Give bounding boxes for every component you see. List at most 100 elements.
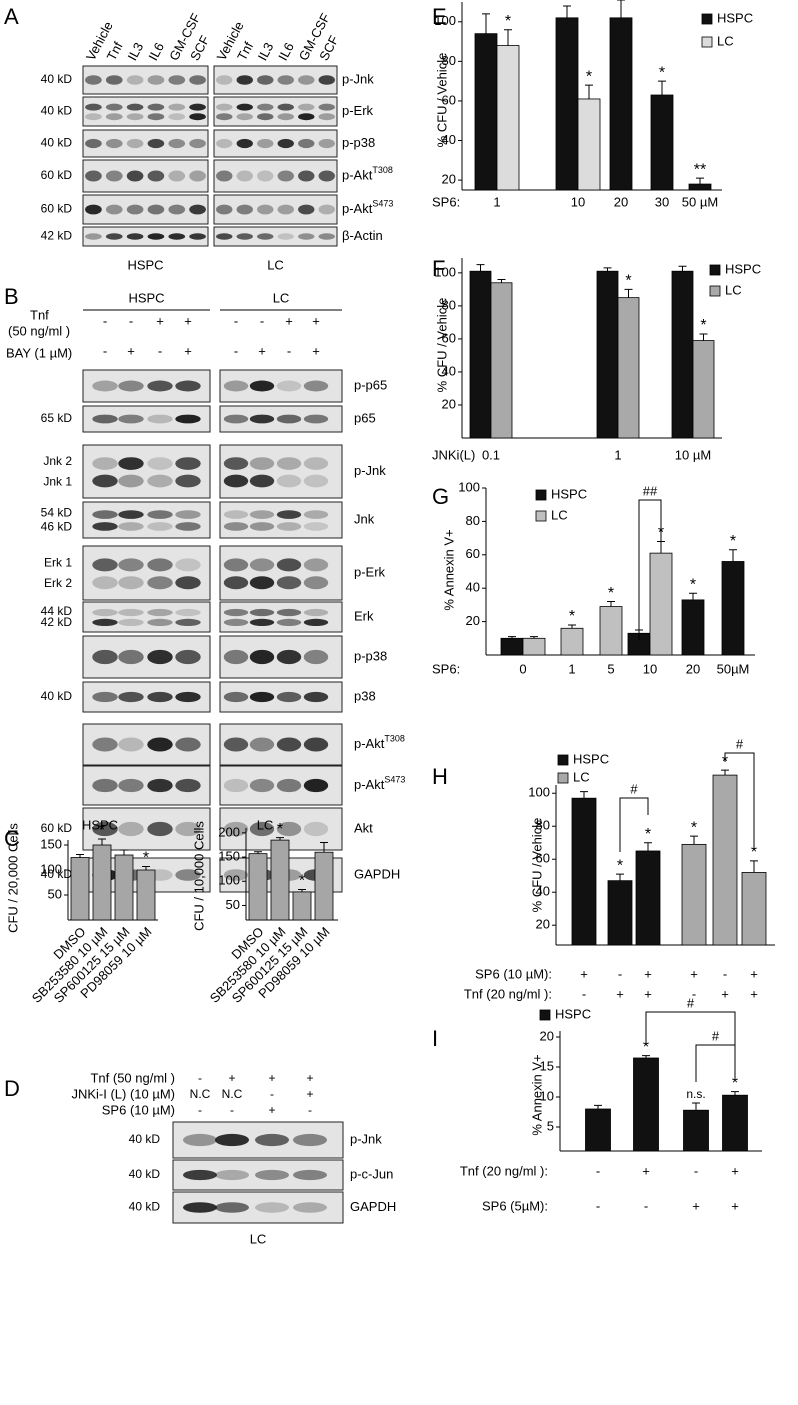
condition-mark: - xyxy=(692,986,696,1001)
significance-label: * xyxy=(143,850,149,867)
blot-band xyxy=(118,608,144,617)
condition-label: BAY (1 µM) xyxy=(6,345,72,360)
blot-band xyxy=(147,233,165,240)
y-tick-label: 50 xyxy=(226,897,240,912)
blot-band xyxy=(303,778,329,793)
blot-band xyxy=(276,522,302,531)
blot-band xyxy=(293,1133,327,1147)
blot-band xyxy=(175,414,201,424)
blot-band xyxy=(175,522,201,531)
blot-band xyxy=(126,170,144,182)
error-bar xyxy=(594,1104,602,1109)
legend-label: HSPC xyxy=(555,1006,591,1021)
blot-strip xyxy=(213,96,338,127)
blot-strip xyxy=(82,545,211,601)
legend-swatch xyxy=(535,510,547,522)
blot-band xyxy=(236,233,253,240)
lane-label: Tnf xyxy=(104,39,126,63)
y-tick-label: 40 xyxy=(536,884,550,899)
blot-band xyxy=(126,113,144,121)
blot-band xyxy=(276,474,302,488)
band-label: Jnk 1 xyxy=(43,474,72,488)
blot-band xyxy=(223,608,249,617)
condition-mark: + xyxy=(285,313,293,328)
bar xyxy=(114,854,134,921)
blot-band xyxy=(276,737,302,752)
molecular-weight: 40 kD xyxy=(41,136,73,150)
blot-band xyxy=(168,138,186,149)
bar xyxy=(722,1094,748,1152)
significance-label: * xyxy=(608,585,614,602)
comparison-bracket xyxy=(695,1044,736,1082)
y-axis-label: % Annexin V+ xyxy=(441,529,456,610)
condition-mark: - xyxy=(582,986,586,1001)
blot-band xyxy=(85,170,102,182)
error-bar xyxy=(644,842,652,851)
blot-band xyxy=(118,457,144,470)
protein-name: p-AktS473 xyxy=(342,199,393,216)
error-bar xyxy=(482,13,490,34)
condition-mark: - xyxy=(694,1163,698,1178)
blot-band xyxy=(92,649,118,665)
condition-mark: - xyxy=(198,1103,202,1117)
bar xyxy=(70,857,90,921)
blot-band xyxy=(92,522,118,531)
blot-band xyxy=(92,691,118,703)
blot-band xyxy=(147,510,173,519)
superscript: T308 xyxy=(384,734,405,744)
blot-band xyxy=(223,522,249,531)
y-tick-label: 80 xyxy=(442,53,456,68)
blot-band xyxy=(249,510,275,519)
blot-band xyxy=(118,414,144,424)
x-tick-label: 10 xyxy=(643,661,657,676)
significance-label: * xyxy=(730,533,736,550)
blot-band xyxy=(85,75,102,85)
bar xyxy=(500,637,524,656)
error-bar xyxy=(689,592,697,600)
condition-mark: - xyxy=(596,1198,600,1213)
significance-label: * xyxy=(569,608,575,625)
blot-band xyxy=(249,576,275,590)
error-bar xyxy=(585,84,593,99)
blot-band xyxy=(276,649,302,665)
y-tick-label: 100 xyxy=(218,873,240,888)
cell-label: HSPC xyxy=(128,290,164,305)
comparison-bracket xyxy=(645,1011,736,1053)
legend-label: LC xyxy=(551,507,568,522)
blot-band xyxy=(223,474,249,488)
blot-band xyxy=(92,380,118,392)
molecular-weight: 40 kD xyxy=(129,1200,161,1214)
blot-band xyxy=(147,576,173,590)
condition-mark: - xyxy=(230,1103,234,1117)
blot-band xyxy=(175,510,201,519)
condition-mark: + xyxy=(312,343,320,358)
bar xyxy=(314,851,334,921)
blot-band xyxy=(298,113,315,121)
y-tick-label: 40 xyxy=(466,580,480,595)
condition-label: Tnf xyxy=(30,307,49,322)
error-bar xyxy=(617,0,625,18)
condition-mark: + xyxy=(268,1103,275,1117)
blot-band xyxy=(318,138,335,149)
blot-band xyxy=(168,170,186,182)
blot-strip xyxy=(213,159,338,193)
y-axis-label: CFU / 10,000 Cells xyxy=(191,821,206,931)
error-bar xyxy=(120,849,128,855)
blot-band xyxy=(236,113,253,121)
x-tick-label: 1 xyxy=(493,194,500,209)
bar xyxy=(560,627,584,656)
bar xyxy=(681,599,705,656)
band-label: Jnk 2 xyxy=(43,454,72,468)
blot-band xyxy=(189,204,206,215)
condition-mark: + xyxy=(731,1163,739,1178)
y-tick-label: 50 xyxy=(48,886,62,901)
y-tick-label: 200 xyxy=(218,824,240,839)
protein-name: p-c-Jun xyxy=(350,1166,393,1181)
blot-strip xyxy=(219,601,343,633)
blot-band xyxy=(257,113,274,121)
error-bar xyxy=(298,888,306,892)
comparison-label: # xyxy=(736,736,744,751)
blot-band xyxy=(175,474,201,488)
blot-band xyxy=(303,649,329,665)
blot-band xyxy=(276,608,302,617)
